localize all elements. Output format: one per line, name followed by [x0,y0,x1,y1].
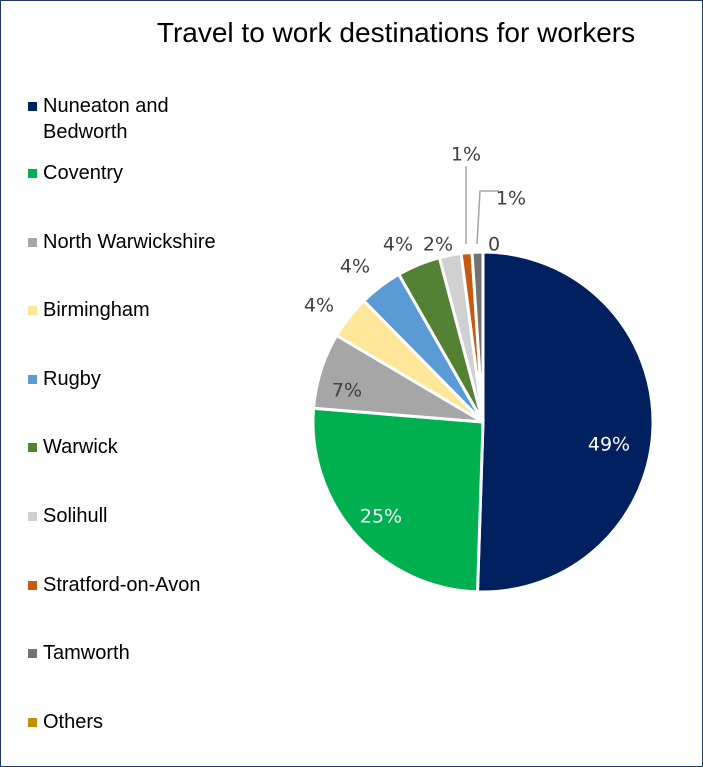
legend-label: Coventry [43,162,124,184]
chart-title: Travel to work destinations for workers [156,17,636,48]
legend-label: Birmingham [43,299,150,321]
legend-item: Rugby [28,366,243,392]
legend-swatch [28,512,37,521]
data-label: 7% [332,380,362,402]
legend-item: North Warwickshire [28,229,243,255]
legend-item: Birmingham [28,297,243,323]
data-label: 1% [451,144,481,166]
legend-item: Others [28,709,243,735]
legend-item: Warwick [28,434,243,460]
data-label: 4% [383,234,413,256]
legend-swatch [28,443,37,452]
legend-swatch [28,102,37,111]
leader-line [476,190,499,245]
pie-slice [311,406,485,594]
pie-slice [475,250,655,594]
legend-item: Tamworth [28,640,243,666]
data-label: 4% [304,295,334,317]
legend-swatch [28,238,37,247]
legend-item: Nuneaton and Bedworth [28,93,243,145]
legend-swatch [28,649,37,658]
legend-label: Warwick [43,436,118,458]
legend-label: Stratford-on-Avon [43,574,201,596]
legend-item: Coventry [28,160,243,186]
legend-item: Solihull [28,503,243,529]
legend-label: Others [43,711,104,733]
legend-swatch [28,306,37,315]
data-label: 25% [360,506,402,528]
legend-label: Nuneaton and Bedworth [43,95,169,143]
legend-label: Tamworth [43,642,130,664]
data-label: 0 [488,234,500,256]
legend-label: North Warwickshire [43,231,216,253]
legend-swatch [28,169,37,178]
data-label: 49% [588,434,630,456]
legend-label: Solihull [43,505,108,527]
legend-swatch [28,375,37,384]
data-label: 4% [340,256,370,278]
legend-label: Rugby [43,368,101,390]
pie-slice [470,250,485,423]
data-label: 1% [496,188,526,210]
legend-swatch [28,581,37,590]
legend-item: Stratford-on-Avon [28,572,243,598]
data-label: 2% [423,234,453,256]
legend-swatch [28,718,37,727]
